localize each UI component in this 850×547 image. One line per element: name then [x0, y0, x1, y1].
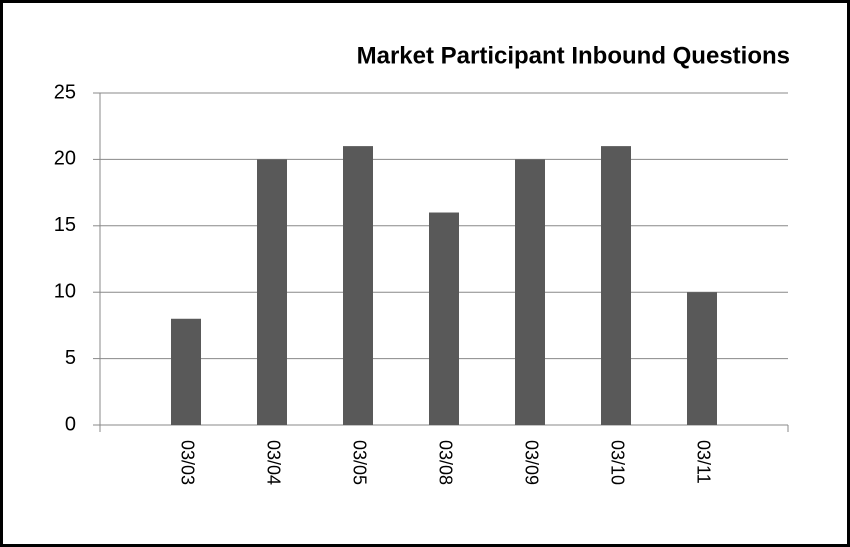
x-tick-label: 03/11 — [693, 440, 713, 484]
y-tick-label: 25 — [54, 81, 76, 103]
bar — [257, 159, 287, 425]
y-tick-label: 15 — [54, 214, 76, 236]
x-tick-label: 03/03 — [177, 440, 197, 485]
y-tick-label: 20 — [54, 148, 76, 170]
x-tick-label: 03/09 — [521, 440, 541, 485]
y-tick-label: 5 — [65, 347, 76, 369]
bar — [515, 159, 545, 425]
y-tick-label: 0 — [65, 413, 76, 435]
bar — [429, 212, 459, 425]
bar — [687, 292, 717, 425]
chart-title: Market Participant Inbound Questions — [357, 42, 790, 69]
bar — [601, 146, 631, 425]
x-tick-label: 03/04 — [263, 440, 283, 485]
y-tick-label: 10 — [54, 280, 76, 302]
x-tick-label: 03/10 — [607, 440, 627, 485]
x-tick-label: 03/08 — [435, 440, 455, 485]
bar — [171, 318, 201, 425]
bar — [343, 146, 373, 425]
x-tick-label: 03/05 — [349, 440, 369, 485]
